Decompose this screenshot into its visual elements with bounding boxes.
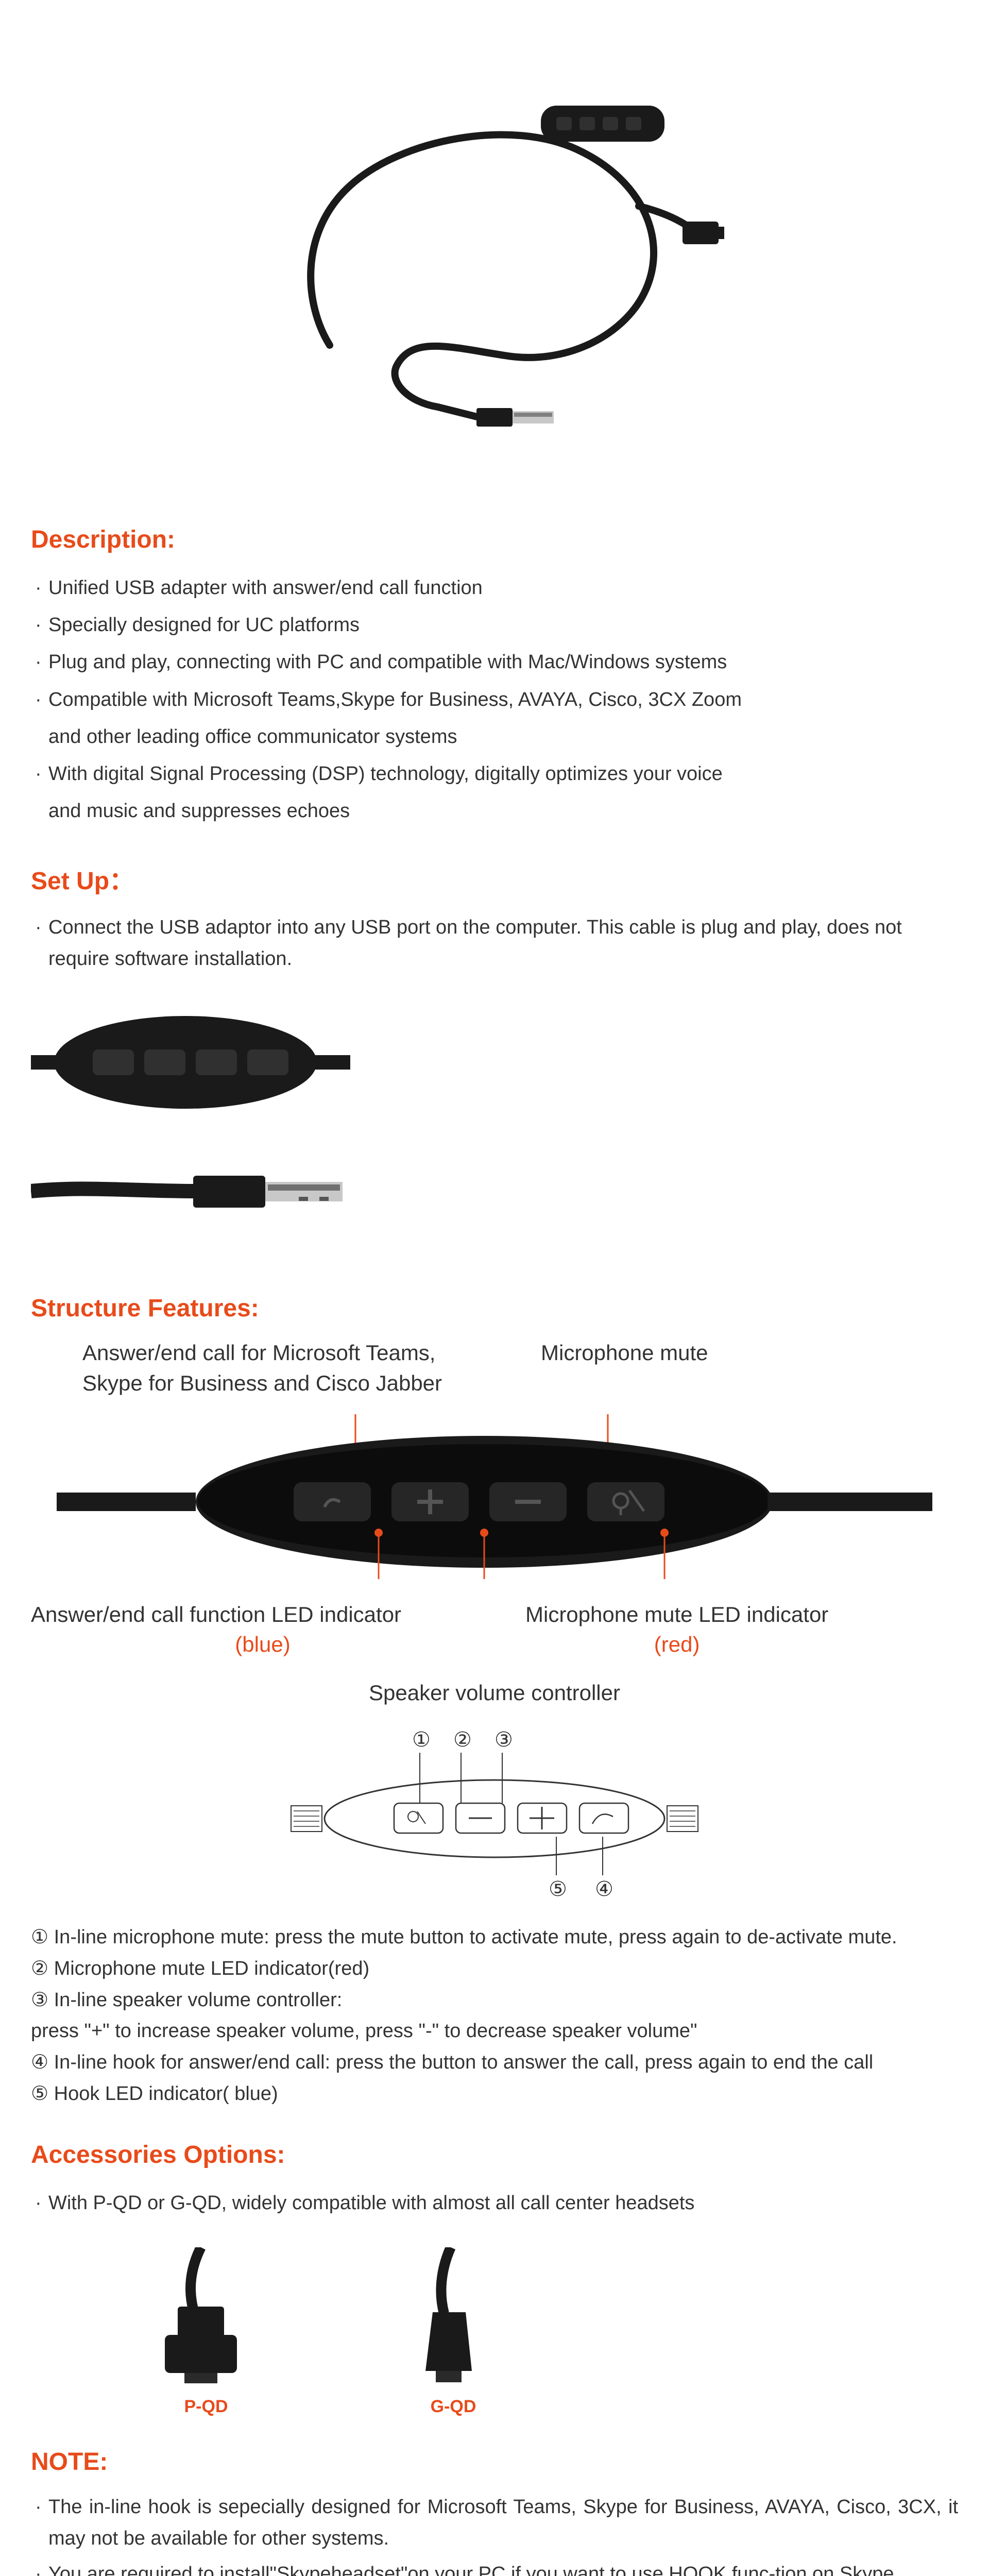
numbered-item: ④ In-line hook for answer/end call: pres…	[31, 2047, 958, 2078]
svg-text:④: ④	[595, 1878, 613, 1901]
svg-text:②: ②	[453, 1728, 472, 1751]
description-item: Unified USB adapter with answer/end call…	[31, 569, 958, 606]
numbered-item: ⑤ Hook LED indicator( blue)	[31, 2078, 958, 2110]
description-list: Unified USB adapter with answer/end call…	[31, 569, 958, 829]
setup-title: Set Up：	[31, 860, 958, 896]
setup-image	[31, 995, 494, 1263]
label-mic-mute: Microphone mute	[494, 1338, 708, 1399]
label-answer-led: Answer/end call function LED indicator (…	[31, 1600, 494, 1660]
label-color-blue: (blue)	[31, 1630, 494, 1660]
description-item-cont: and music and suppresses echoes	[31, 792, 958, 829]
cable-illustration	[263, 77, 726, 438]
numbered-item: ② Microphone mute LED indicator(red)	[31, 1953, 958, 1985]
description-item: Specially designed for UC platforms	[31, 606, 958, 643]
description-item: Plug and play, connecting with PC and co…	[31, 643, 958, 681]
accessories-text: With P-QD or G-QD, widely compatible wit…	[31, 2184, 958, 2222]
connector-label: G-QD	[381, 2397, 525, 2417]
label-speaker-volume: Speaker volume controller	[31, 1681, 958, 1705]
note-item: You are required to install"Skypeheadset…	[31, 2558, 958, 2576]
structure-section: Answer/end call for Microsoft Teams, Sky…	[31, 1338, 958, 2110]
description-item: Compatible with Microsoft Teams,Skype fo…	[31, 681, 958, 718]
label-color-red: (red)	[525, 1630, 828, 1660]
setup-text: Connect the USB adaptor into any USB por…	[31, 912, 958, 975]
structure-diagram	[57, 1414, 932, 1579]
outline-diagram: ① ② ③	[263, 1726, 726, 1901]
connector-g-qd: G-QD	[381, 2247, 525, 2417]
structure-title: Structure Features:	[31, 1294, 958, 1323]
description-item-cont: and other leading office communicator sy…	[31, 718, 958, 755]
label-text: Answer/end call function LED indicator	[31, 1602, 401, 1626]
numbered-item: ① In-line microphone mute: press the mut…	[31, 1922, 958, 1953]
note-list: The in-line hook is sepecially designed …	[31, 2492, 958, 2576]
numbered-item: ③ In-line speaker volume controller:	[31, 1985, 958, 2016]
connector-p-qd: P-QD	[134, 2247, 278, 2417]
hero-product-image	[31, 21, 958, 495]
note-title: NOTE:	[31, 2448, 958, 2476]
numbered-item: press "+" to increase speaker volume, pr…	[31, 2015, 958, 2047]
connector-label: P-QD	[134, 2397, 278, 2417]
svg-text:③: ③	[494, 1728, 513, 1751]
label-mute-led: Microphone mute LED indicator (red)	[494, 1600, 828, 1660]
connectors-row: P-QD G-QD	[31, 2247, 958, 2417]
description-item: With digital Signal Processing (DSP) tec…	[31, 755, 958, 792]
label-answer-end: Answer/end call for Microsoft Teams, Sky…	[31, 1338, 494, 1399]
note-item: The in-line hook is sepecially designed …	[31, 2492, 958, 2554]
accessories-title: Accessories Options:	[31, 2141, 958, 2169]
svg-text:①: ①	[412, 1728, 431, 1751]
description-title: Description:	[31, 526, 958, 554]
numbered-feature-list: ① In-line microphone mute: press the mut…	[31, 1922, 958, 2110]
label-text: Microphone mute LED indicator	[525, 1602, 828, 1626]
svg-text:⑤: ⑤	[549, 1878, 567, 1901]
